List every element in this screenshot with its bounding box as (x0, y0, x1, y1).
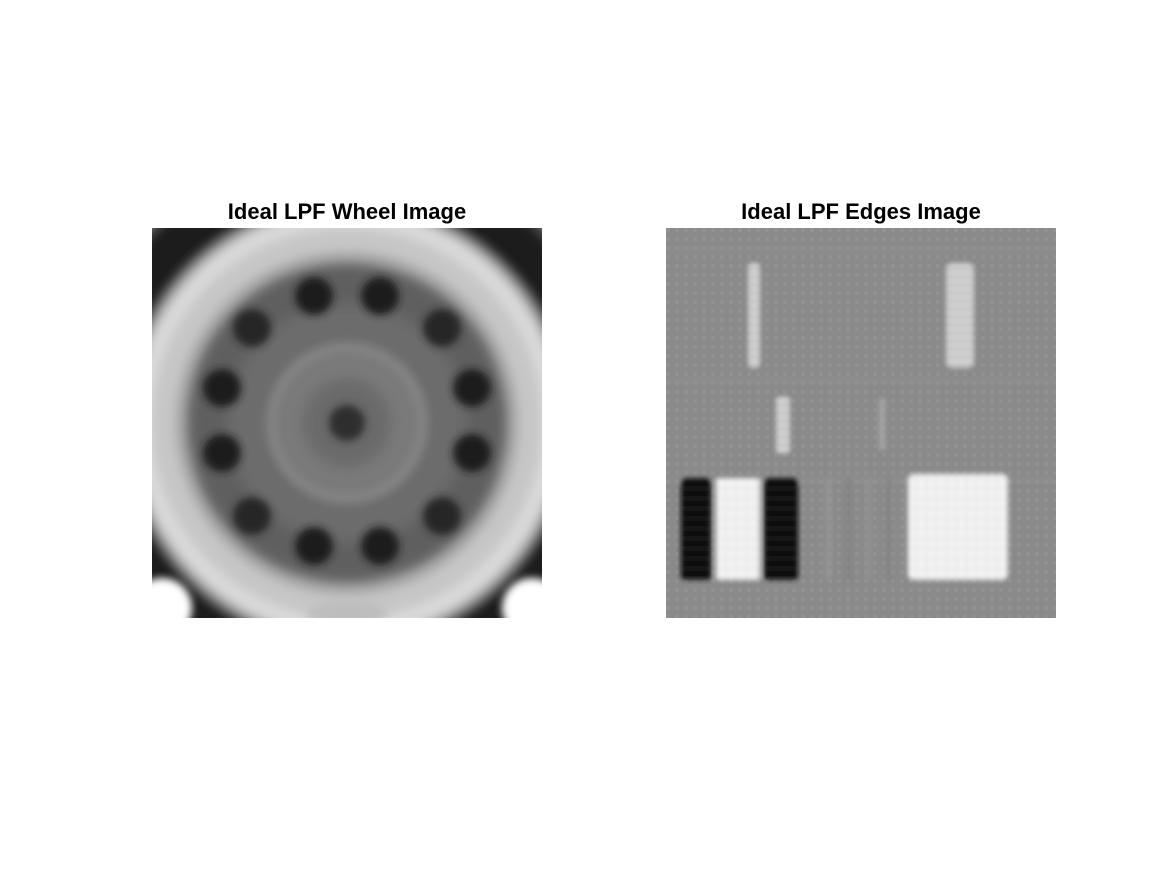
wheel-image-title: Ideal LPF Wheel Image (152, 199, 542, 225)
wheel-image-panel: Ideal LPF Wheel Image (152, 228, 542, 618)
edges-image (666, 228, 1056, 618)
edges-image-title: Ideal LPF Edges Image (666, 199, 1056, 225)
wheel-image (152, 228, 542, 618)
edges-image-panel: Ideal LPF Edges Image (666, 228, 1056, 618)
